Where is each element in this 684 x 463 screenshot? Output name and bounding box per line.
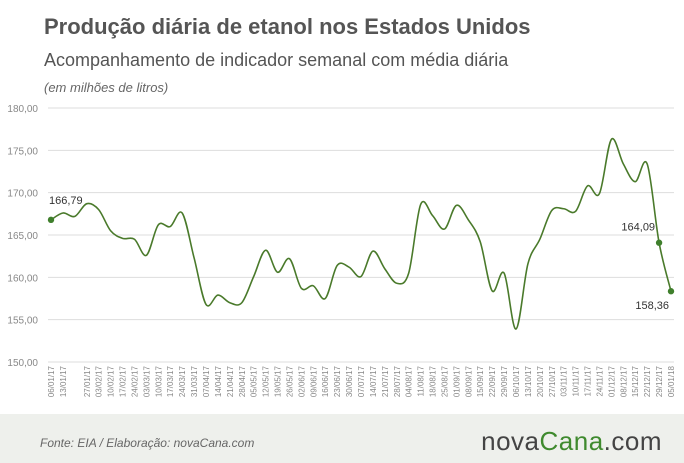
x-tick-label: 15/09/17 [476,365,485,397]
novacana-logo: novaCana.com [481,426,662,457]
source-text: Fonte: EIA / Elaboração: novaCana.com [40,436,255,450]
page-title: Produção diária de etanol nos Estados Un… [44,14,531,39]
x-tick-label: 21/07/17 [381,365,390,397]
y-tick-label: 175,00 [7,146,38,157]
x-tick-label: 03/02/17 [95,365,104,397]
logo-part-com: .com [603,426,662,456]
line-chart: 150,00 155,00 160,00 165,00 170,00 175,00 180,… [7,104,676,397]
series-layer [50,137,672,330]
x-tick-label: 03/03/17 [142,365,151,397]
y-tick-label: 160,00 [7,273,38,284]
x-tick-label: 26/05/17 [285,365,294,397]
x-tick-label: 08/09/17 [464,365,473,397]
x-tick-label: 18/08/17 [429,365,438,397]
x-tick-label: 11/08/17 [417,365,426,396]
data-label: 166,79 [49,195,83,207]
x-tick-label: 19/05/17 [274,365,283,397]
x-axis: 06/01/17 13/01/17 27/01/17 03/02/17 10/02/17… [47,365,676,397]
logo-part-cana: Cana [539,426,604,456]
x-tick-label: 29/09/17 [500,365,509,397]
series-line [50,137,672,330]
x-tick-label: 07/04/17 [202,365,211,397]
x-tick-label: 08/12/17 [619,365,628,397]
x-tick-label: 15/12/17 [631,365,640,397]
x-tick-label: 07/07/17 [357,365,366,397]
x-tick-label: 13/10/17 [524,365,533,397]
x-tick-label: 10/03/17 [154,365,163,397]
x-tick-label: 21/04/17 [226,365,235,397]
page-subtitle: Acompanhamento de indicador semanal com … [44,50,509,70]
x-tick-label: 27/10/17 [548,365,557,397]
x-tick-label: 22/09/17 [488,365,497,397]
x-tick-label: 16/06/17 [321,365,330,397]
unit-label: (em milhões de litros) [44,80,169,95]
x-tick-label: 22/12/17 [643,365,652,397]
x-tick-label: 05/05/17 [250,365,259,397]
x-tick-label: 01/12/17 [607,365,616,397]
x-tick-label: 29/12/17 [655,365,664,397]
x-tick-label: 20/10/17 [536,365,545,397]
x-tick-label: 17/03/17 [166,365,175,397]
grid-layer [48,107,674,363]
x-tick-label: 14/04/17 [214,365,223,397]
x-tick-label: 24/02/17 [130,365,139,397]
x-tick-label: 03/11/17 [560,365,569,396]
x-tick-label: 24/03/17 [178,365,187,397]
data-point-marker [667,288,675,295]
data-point-marker [655,239,663,246]
x-tick-label: 28/07/17 [393,365,402,397]
logo-part-nova: nova [481,426,540,456]
y-tick-label: 180,00 [7,104,38,115]
y-tick-label: 150,00 [7,358,38,369]
x-tick-label: 23/06/17 [333,365,342,397]
x-tick-label: 06/10/17 [512,365,521,397]
data-label: 158,36 [635,300,669,312]
y-axis: 150,00 155,00 160,00 165,00 170,00 175,00 180,… [7,104,38,369]
x-tick-label: 01/09/17 [452,365,461,397]
x-tick-label: 10/11/17 [572,365,581,396]
x-tick-label: 31/03/17 [190,365,199,397]
marker-layer: 166,79 164,09 158,36 [47,195,675,312]
x-tick-label: 17/11/17 [584,365,593,396]
y-tick-label: 165,00 [7,231,38,242]
x-tick-label: 25/08/17 [440,365,449,397]
x-tick-label: 14/07/17 [369,365,378,397]
x-tick-label: 02/06/17 [297,365,306,397]
y-tick-label: 155,00 [7,316,38,327]
x-tick-label: 28/04/17 [238,365,247,397]
x-tick-label: 12/05/17 [262,365,271,397]
x-tick-label: 24/11/17 [595,365,604,396]
data-point-marker [47,216,55,224]
y-tick-label: 170,00 [7,189,38,200]
x-tick-label: 17/02/17 [119,365,128,397]
x-tick-label: 13/01/17 [59,365,68,397]
x-tick-label: 27/01/17 [83,365,92,397]
footer-bar: Fonte: EIA / Elaboração: novaCana.com no… [0,414,684,463]
data-label: 164,09 [621,222,655,234]
x-tick-label: 05/01/18 [667,365,676,397]
x-tick-label: 30/06/17 [345,365,354,397]
x-tick-label: 04/08/17 [405,365,414,397]
x-tick-label: 10/02/17 [107,365,116,397]
x-tick-label: 09/06/17 [309,365,318,397]
x-tick-label: 06/01/17 [47,365,56,397]
